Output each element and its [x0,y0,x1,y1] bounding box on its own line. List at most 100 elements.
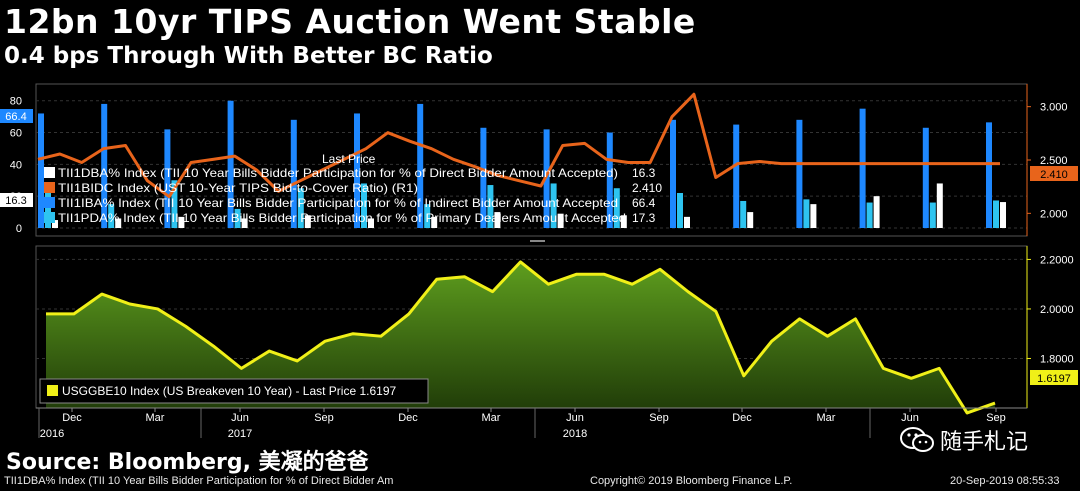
bar-indirect [417,103,424,228]
legend-swatch-indirect [44,197,55,208]
x-tick-label: Jun [566,412,584,424]
legend-item-dealers: TII1PDA% Index (TII 10 Year Bills Bidder… [44,211,656,225]
legend-swatch-breakeven [47,385,58,396]
footer-timestamp: 20-Sep-2019 08:55:33 [950,475,1060,487]
bar-direct [620,215,627,228]
bar-direct [557,213,564,228]
bar-direct [1000,202,1006,228]
legend-label-btc: TII1BIDC Index (UST 10-Year TIPS Bid-to-… [58,181,418,195]
bar-direct [810,204,817,228]
upper-left-tick-label: 0 [16,223,22,235]
legend-label-breakeven: USGGBE10 Index (US Breakeven 10 Year) - … [62,384,397,398]
x-tick-label: Dec [62,412,82,424]
legend-last-dealers: 17.3 [632,211,656,225]
bar-dealers [424,204,431,228]
footer-series-name: TII1DBA% Index (TII 10 Year Bills Bidder… [4,475,394,487]
bar-dealers [234,208,241,228]
legend-item-indirect: TII1IBA% Index (TII 10 Year Bills Bidder… [44,196,656,210]
bar-dealers [613,188,620,228]
svg-text:2.410: 2.410 [1040,169,1068,181]
bar-direct [747,212,754,228]
bar-direct [684,216,690,228]
legend-header: Last Price [322,152,376,166]
bar-dealers [487,185,494,228]
x-tick-label: Mar [817,412,836,424]
watermark-label: 随手札记 [940,430,1029,455]
bar-direct [115,218,122,228]
bar-dealers [171,180,178,228]
legend-item-direct: TII1DBA% Index (TII 10 Year Bills Bidder… [44,166,656,180]
bar-indirect [354,113,360,228]
lower-legend: USGGBE10 Index (US Breakeven 10 Year) - … [39,378,429,404]
line-bid-to-cover [37,92,1000,199]
bar-dealers [677,193,683,228]
bar-direct [304,215,311,228]
bar-indirect [733,124,740,228]
legend-label-dealers: TII1PDA% Index (TII 10 Year Bills Bidder… [58,211,626,225]
x-tick-label: Jun [901,412,919,424]
legend-item-btc: TII1BIDC Index (UST 10-Year TIPS Bid-to-… [44,181,662,195]
badge-indirect-last: 66.4 [0,109,33,123]
bar-dealers [108,204,115,228]
upper-right-tick-label: 3.000 [1040,102,1068,114]
bar-indirect [543,129,550,228]
source-note: Source: Bloomberg, 美凝的爸爸 [6,450,369,475]
x-tick-label: Mar [482,412,501,424]
bar-dealers [803,199,810,228]
upper-right-tick-label: 2.000 [1040,208,1068,220]
bar-dealers [550,183,557,228]
legend-last-btc: 2.410 [632,181,662,195]
bar-indirect [480,127,487,228]
bar-indirect [227,100,234,228]
badge-btc-last: 2.410 [1030,166,1078,181]
bar-dealers [297,188,304,228]
badge-breakeven-last: 1.6197 [1030,370,1078,385]
bar-direct [368,218,374,228]
lower-right-tick-label: 1.8000 [1040,353,1074,365]
legend-last-indirect: 66.4 [632,196,656,210]
bar-indirect [290,119,297,228]
bar-direct [178,216,185,228]
lower-legend-box [39,378,429,404]
x-tick-label: Sep [649,412,669,424]
line-breakeven [46,260,996,415]
x-year-label: 2018 [563,428,587,440]
legend-swatch-direct [44,167,55,178]
bar-direct [873,196,880,228]
upper-left-tick-label: 40 [10,159,22,171]
bar-dealers [740,200,747,228]
bar-direct [241,218,248,228]
x-tick-label: Mar [146,412,165,424]
bar-indirect [859,108,866,228]
bar-dealers [45,193,51,228]
bar-indirect [606,132,613,228]
bar-direct [494,212,501,228]
lower-right-tick-label: 2.0000 [1040,304,1074,316]
x-tick-label: Jun [231,412,249,424]
legend-label-direct: TII1DBA% Index (TII 10 Year Bills Bidder… [58,166,618,180]
legend-last-direct: 16.3 [632,166,656,180]
bar-dealers [929,202,936,228]
x-tick-label: Sep [314,412,334,424]
bar-direct [936,183,943,228]
bar-indirect [164,129,171,228]
footer-copyright: Copyright© 2019 Bloomberg Finance L.P. [590,475,793,487]
wechat-icon [900,427,934,452]
svg-text:16.3: 16.3 [5,195,26,207]
x-tick-label: Sep [986,412,1006,424]
x-tick-label: Dec [398,412,418,424]
upper-left-tick-label: 80 [10,96,22,108]
page-title: 12bn 10yr TIPS Auction Went Stable [4,2,696,41]
badge-direct-last: 16.3 [0,193,33,207]
x-year-label: 2016 [40,428,64,440]
bar-dealers [866,202,873,228]
bar-dealers [993,200,999,228]
upper-right-tick-label: 2.500 [1040,155,1068,167]
legend-swatch-dealers [44,212,55,223]
legend-label-indirect: TII1IBA% Index (TII 10 Year Bills Bidder… [58,196,618,210]
page-subtitle: 0.4 bps Through With Better BC Ratio [4,43,493,69]
bar-indirect [922,127,929,228]
svg-text:1.6197: 1.6197 [1037,373,1071,385]
watermark: 随手札记 [900,424,1028,456]
